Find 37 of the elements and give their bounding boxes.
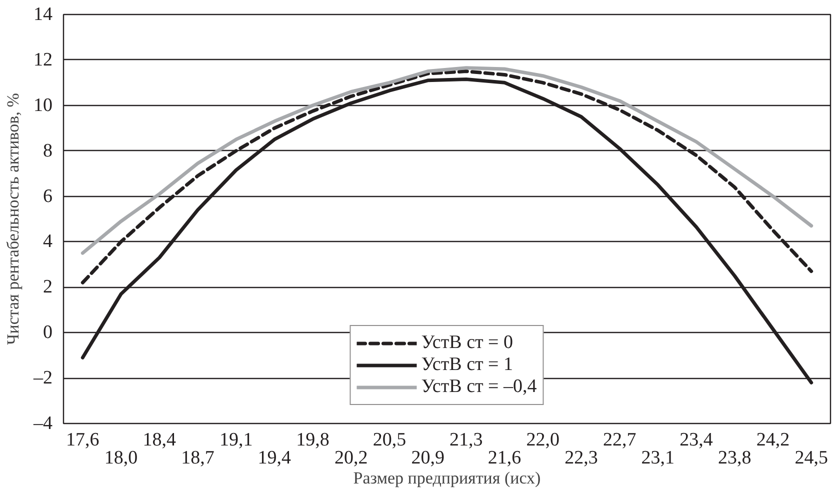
x-tick-label: 19,4	[258, 448, 292, 468]
x-tick-label: 19,1	[219, 430, 253, 450]
x-tick-label: 24,5	[794, 448, 828, 468]
x-tick-label: 20,2	[334, 448, 368, 468]
legend-label: УстВ ст = 1	[421, 354, 514, 376]
x-tick-label: 20,5	[372, 430, 406, 450]
y-tick-label: 10	[34, 94, 52, 116]
x-tick-label: 19,8	[296, 430, 330, 450]
y-tick-label: 2	[43, 276, 52, 298]
y-tick-label: 0	[43, 322, 52, 344]
line-series	[80, 66, 814, 255]
x-axis-title: Размер предприятия (исх)	[353, 468, 541, 488]
x-tick-label: 23,1	[641, 448, 675, 468]
y-tick-label: 6	[43, 186, 52, 207]
y-tick-label: –2	[32, 368, 52, 389]
x-tick-label: 21,6	[488, 448, 522, 468]
x-tick-label: 22,3	[564, 448, 598, 468]
y-tick-label: 14	[34, 4, 53, 25]
y-tick-label: 8	[43, 140, 52, 162]
x-tick-label: 23,8	[718, 448, 752, 468]
x-tick-label: 22,0	[526, 430, 560, 450]
x-tick-label: 22,7	[602, 430, 636, 450]
y-axis-title: Чистая рентабельность активов, %	[4, 93, 22, 345]
x-tick-label: 18,7	[181, 448, 214, 468]
legend-label: УстВ ст = –0,4	[421, 376, 537, 398]
x-tick-label: 20,9	[411, 448, 444, 468]
legend-label: УстВ ст = 0	[421, 332, 514, 354]
y-tick-label: –4	[32, 413, 53, 434]
y-tick-label: 12	[34, 49, 52, 70]
y-tick-label: 4	[43, 231, 53, 252]
x-tick-label: 24,2	[756, 430, 790, 450]
x-tick-label: 21,3	[450, 430, 483, 450]
x-tick-label: 23,4	[680, 430, 714, 450]
line-series	[80, 70, 814, 284]
x-tick-label: 18,4	[142, 430, 176, 450]
x-tick-label: 17,6	[66, 430, 100, 450]
x-tick-label: 18,0	[104, 448, 138, 468]
